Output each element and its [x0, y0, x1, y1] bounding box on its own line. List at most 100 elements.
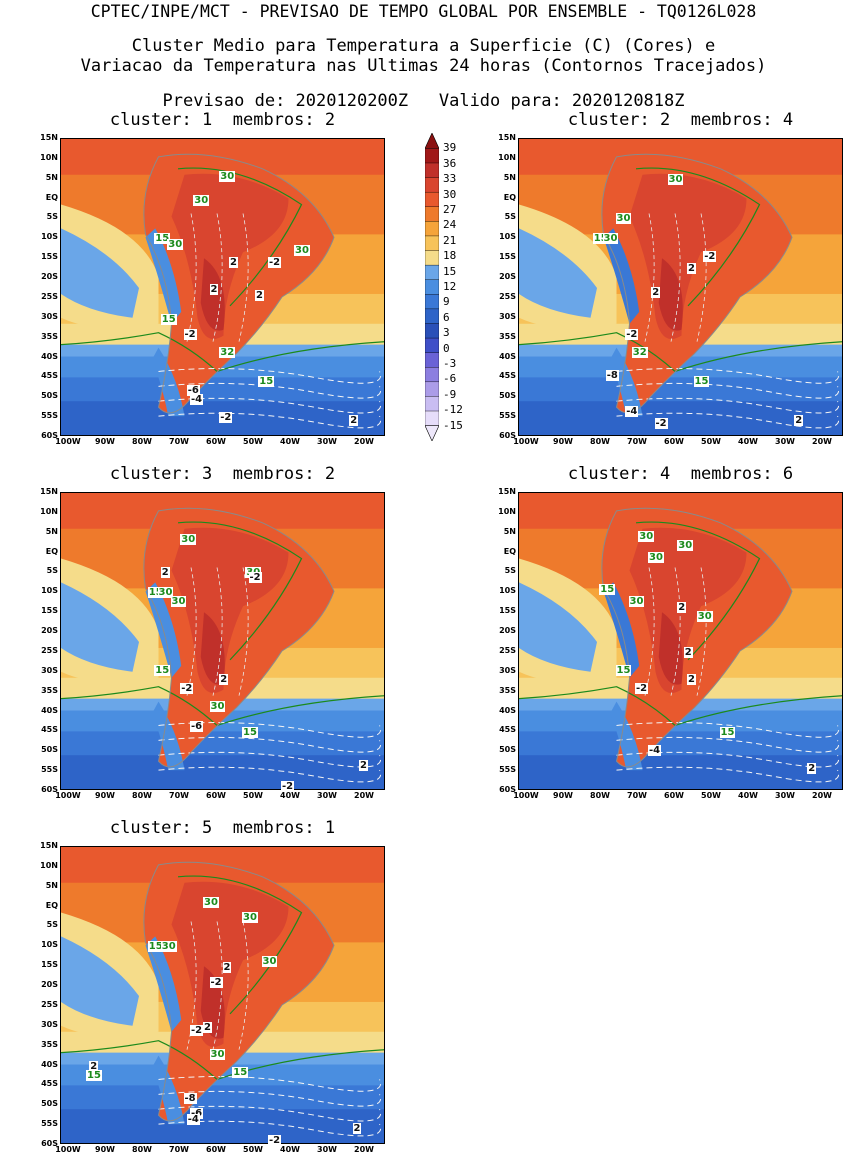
- lon-tick-label: 20W: [354, 437, 374, 446]
- lat-tick-label: 50S: [41, 745, 58, 755]
- contour-label: -2: [281, 781, 295, 793]
- lat-tick-label: 25S: [41, 999, 58, 1009]
- lat-tick-label: 5N: [503, 526, 516, 536]
- colorbar: [425, 133, 439, 441]
- lat-tick-label: 60S: [41, 785, 58, 794]
- contour-label: 30: [219, 170, 236, 182]
- lat-tick-label: 50S: [499, 745, 516, 755]
- contour-label: 2: [677, 602, 687, 614]
- lat-tick-label: 10N: [498, 506, 516, 516]
- lat-tick-label: 55S: [41, 411, 58, 421]
- lon-tick-label: 40W: [738, 437, 758, 446]
- contour-label: 15: [154, 664, 171, 676]
- lon-tick-label: 20W: [812, 437, 832, 446]
- contour-label: -2: [268, 257, 282, 269]
- contour-label: -2: [190, 1024, 204, 1036]
- panel-title: cluster: 1 membros: 2: [60, 110, 385, 130]
- contour-label: 30: [696, 611, 713, 623]
- colorbar-swatch: [425, 294, 439, 310]
- lat-tick-label: 15S: [41, 252, 58, 262]
- contour-label: 30: [160, 941, 177, 953]
- colorbar-tick-label: 3: [443, 326, 450, 340]
- contour-label: 2: [807, 763, 817, 775]
- lat-tick-label: 20S: [41, 980, 58, 990]
- lon-tick-label: 50W: [701, 437, 721, 446]
- contour-label: -2: [180, 682, 194, 694]
- lat-tick-label: 25S: [41, 645, 58, 655]
- contour-label: -2: [183, 328, 197, 340]
- panel-members-label: membros: 6: [690, 464, 794, 484]
- contour-label: 30: [615, 212, 632, 224]
- contour-label: 15: [242, 727, 258, 739]
- contour-label: -6: [190, 1108, 204, 1120]
- contour-label: -2: [654, 418, 668, 430]
- colorbar-swatch: [425, 148, 439, 164]
- lon-tick-label: 50W: [243, 791, 263, 800]
- contour-label: 15: [147, 941, 164, 953]
- lat-tick-label: 50S: [41, 391, 58, 401]
- panel-members-label: membros: 4: [690, 110, 794, 130]
- contour-label: 15: [615, 664, 632, 676]
- colorbar-tick-label: -3: [443, 357, 457, 370]
- cluster-panel-4: cluster: 4 membros: 6 30 30 30 15 30 2 30 2 15 -2 2…: [498, 464, 843, 800]
- lat-tick-label: 40S: [41, 1059, 58, 1069]
- lon-tick-label: 40W: [280, 791, 300, 800]
- lat-tick-label: 35S: [41, 331, 58, 341]
- contour-label: 30: [245, 566, 262, 578]
- lat-tick-label: 45S: [499, 725, 516, 735]
- contour-label: 2: [794, 415, 804, 427]
- colorbar-tick-label: 15: [443, 264, 457, 278]
- contour-label: 15: [232, 1066, 249, 1078]
- colorbar-tick-label: 39: [443, 141, 457, 155]
- colorbar-tick-label: 36: [443, 156, 457, 170]
- panel-title: cluster: 4 membros: 6: [518, 464, 843, 484]
- colorbar-bottom-arrow: [425, 425, 439, 441]
- colorbar-swatch: [425, 191, 439, 208]
- lon-tick-label: 40W: [738, 791, 758, 800]
- colorbar-tick-label: -9: [443, 387, 457, 401]
- colorbar-tick-label: 24: [443, 218, 457, 232]
- lon-tick-label: 100W: [55, 1145, 81, 1154]
- lon-tick-label: 60W: [206, 1145, 226, 1154]
- colorbar-tick-label: 27: [443, 203, 457, 216]
- colorbar-swatch: [425, 352, 439, 368]
- contour-label: 2: [687, 673, 696, 685]
- contour-label: 30: [261, 956, 278, 968]
- lat-tick-label: 5N: [45, 526, 58, 536]
- colorbar-tick-label: 30: [443, 187, 457, 201]
- contour-label: 15: [599, 584, 616, 596]
- map-frame: [60, 138, 385, 436]
- temperature-field-map: [61, 847, 384, 1143]
- lat-tick-label: EQ: [45, 546, 58, 556]
- colorbar-top-arrow: [425, 133, 439, 149]
- figure-subtitle-line1: Cluster Medio para Temperatura a Superfi…: [131, 36, 716, 56]
- colorbar-tick-label: -6: [443, 372, 457, 386]
- lon-tick-label: 90W: [95, 437, 115, 446]
- colorbar-tick-label: 12: [443, 280, 457, 293]
- lon-tick-label: 90W: [95, 1145, 115, 1154]
- lon-tick-label: 80W: [590, 791, 610, 800]
- cluster-panel-5: cluster: 5 membros: 1 30 30 15 30 2 30 -2 -2 2 30 1…: [40, 818, 385, 1154]
- colorbar-swatch: [425, 308, 439, 325]
- colorbar-tick-label: -12: [443, 403, 463, 417]
- contour-label: 2: [219, 673, 229, 685]
- lat-tick-label: 30S: [499, 311, 516, 321]
- contour-label: 15: [154, 233, 171, 245]
- lat-tick-label: 10S: [41, 940, 58, 950]
- contour-label: -6: [186, 385, 200, 397]
- contour-label: 2: [89, 1060, 99, 1072]
- colorbar-swatch: [425, 250, 439, 266]
- map-frame: [60, 492, 385, 790]
- lon-tick-label: 20W: [812, 791, 832, 800]
- lon-tick-label: 70W: [169, 1145, 189, 1154]
- temperature-field-map: [519, 139, 842, 435]
- colorbar-swatch: [425, 221, 439, 237]
- contour-label: 30: [638, 530, 655, 542]
- contour-label: 30: [648, 551, 664, 563]
- lat-tick-label: 30S: [41, 665, 58, 675]
- lat-tick-label: 10S: [499, 586, 516, 596]
- lon-tick-label: 20W: [354, 791, 374, 800]
- valid-label: Valido para: 2020120818Z: [438, 91, 685, 111]
- colorbar-swatch: [425, 206, 439, 223]
- colorbar-swatch: [425, 323, 439, 339]
